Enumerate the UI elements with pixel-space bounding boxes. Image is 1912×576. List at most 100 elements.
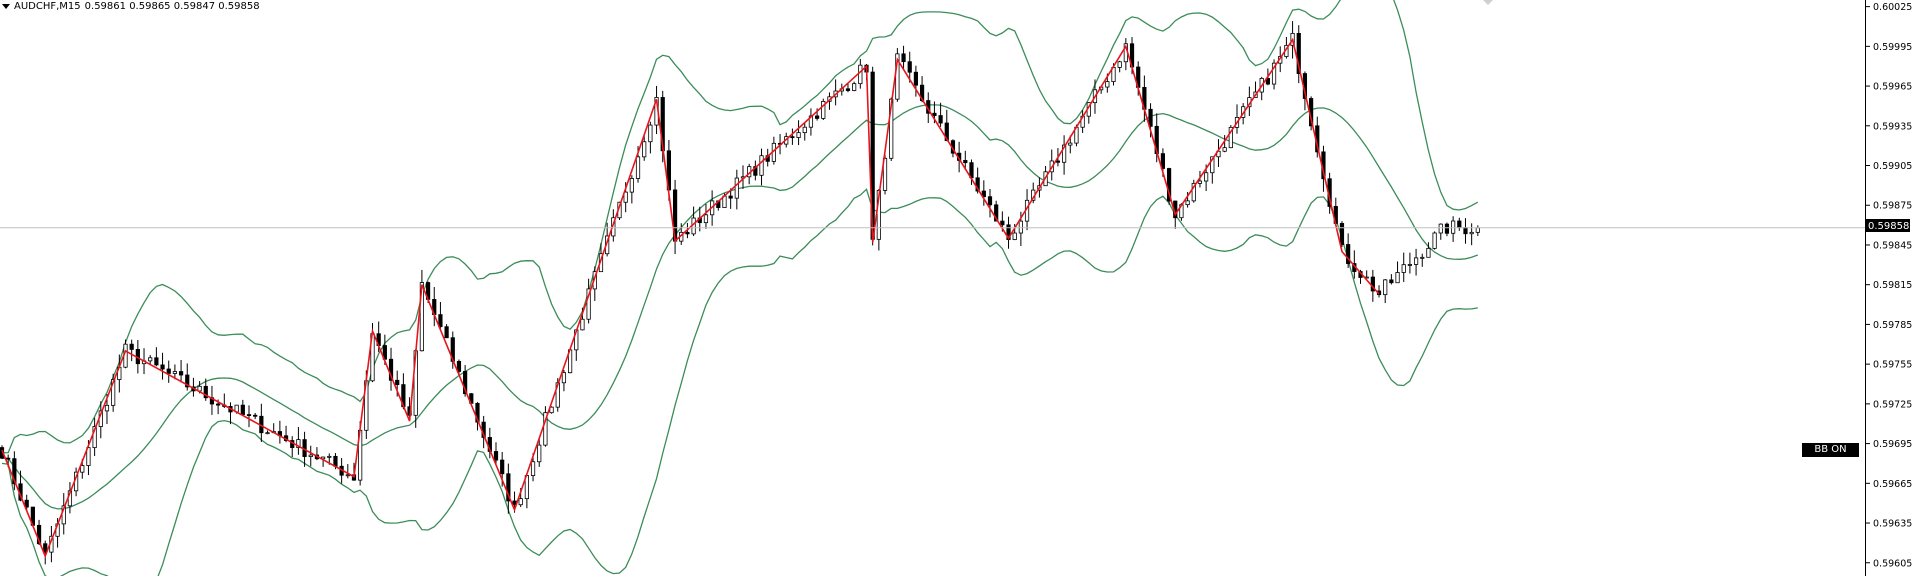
candle-body <box>1389 279 1394 284</box>
candle-body <box>308 454 313 457</box>
zigzag-line <box>1 37 1380 559</box>
candle-body <box>1105 81 1110 88</box>
candle-body <box>907 61 912 73</box>
price-tick-label: 0.59875 <box>1873 201 1912 212</box>
candle-body <box>1055 160 1061 163</box>
candle-body <box>987 196 993 206</box>
price-axis[interactable]: 0.60025 0.59995 0.59965 0.59935 0.59905 0.598… <box>1866 2 1912 569</box>
candle-body <box>1346 244 1351 264</box>
candle-body <box>160 364 165 370</box>
price-tick-label: 0.60025 <box>1873 2 1912 13</box>
candle-body <box>685 231 690 235</box>
candle-body <box>734 177 739 199</box>
price-tick-label: 0.59785 <box>1873 320 1912 331</box>
candle-body <box>1228 126 1233 149</box>
band-lower <box>1 188 1478 576</box>
candle-body <box>36 524 42 545</box>
candle-body <box>1062 144 1067 163</box>
candle-body <box>629 178 634 193</box>
price-tick-label: 0.59935 <box>1873 121 1912 132</box>
candle-body <box>296 439 301 448</box>
candle-body <box>623 191 628 203</box>
candle-body <box>246 414 252 416</box>
candle-body <box>1401 264 1406 273</box>
candle-body <box>1148 108 1153 127</box>
candle-body <box>1339 223 1345 245</box>
candle-body <box>963 160 968 164</box>
ohlc-values: 0.59861 0.59865 0.59847 0.59858 <box>84 1 260 12</box>
candle-body <box>333 455 338 467</box>
current-price-tag-label: 0.59858 <box>1868 221 1909 232</box>
candle-body <box>506 473 511 502</box>
symbol-label: AUDCHF,M15 <box>14 1 81 12</box>
candle-body <box>1185 200 1190 206</box>
candle-body <box>821 100 826 119</box>
candle-body <box>1469 231 1474 235</box>
candle-body <box>1271 62 1277 85</box>
candle-body <box>43 543 48 553</box>
candle-body <box>1413 257 1419 265</box>
candle-body <box>852 83 857 91</box>
candle-body <box>1000 220 1005 226</box>
candle-body <box>994 204 999 222</box>
candle-body <box>759 155 764 176</box>
candle-body <box>648 124 653 143</box>
bollinger-bands <box>1 0 1479 576</box>
candle-body <box>580 318 585 331</box>
price-tick-label: 0.59725 <box>1873 399 1912 410</box>
candle-body <box>475 402 480 423</box>
candle-body <box>728 195 733 199</box>
candle-body <box>185 374 190 388</box>
candle-body <box>1451 220 1456 234</box>
candle-body <box>845 88 851 91</box>
candle-body <box>642 141 647 158</box>
candle-body <box>444 326 449 339</box>
candle-body <box>1197 180 1203 184</box>
price-tick-label: 0.59965 <box>1873 82 1912 93</box>
candle-body <box>172 371 177 374</box>
candle-body <box>154 357 159 366</box>
candle-body <box>500 459 505 475</box>
candle-body <box>456 360 462 372</box>
candle-body <box>530 461 536 476</box>
candle-body <box>111 379 116 406</box>
candle-body <box>543 412 548 446</box>
candle-body <box>166 368 171 374</box>
candle-body <box>586 288 591 320</box>
dropdown-triangle-icon[interactable] <box>2 4 10 9</box>
candle-body <box>1068 142 1073 146</box>
candle-body <box>80 465 85 473</box>
candle-body <box>1117 61 1122 68</box>
candle-body <box>1191 182 1196 202</box>
candle-body <box>537 444 542 463</box>
candle-body <box>203 385 208 399</box>
current-price-tag-bg <box>1866 219 1910 232</box>
candle-body <box>790 136 795 139</box>
candle-body <box>1426 247 1431 258</box>
candle-body <box>1438 223 1443 234</box>
bb-status-badge: BB ON <box>1802 443 1859 457</box>
candle-body <box>635 156 641 179</box>
candle-body <box>944 122 949 142</box>
candle-body <box>493 451 499 461</box>
scroll-marker-icon[interactable] <box>1483 0 1493 5</box>
candle-body <box>882 157 888 191</box>
candle-body <box>1160 153 1165 169</box>
candle-body <box>253 414 258 417</box>
chart-header: AUDCHF,M15 0.59861 0.59865 0.59847 0.598… <box>2 1 260 12</box>
price-tick-label: 0.59995 <box>1873 42 1912 53</box>
price-tick-label: 0.59605 <box>1873 558 1912 569</box>
candle-body <box>796 132 801 138</box>
candle-body <box>1432 232 1437 249</box>
candle-body <box>129 343 134 350</box>
candle-body <box>1457 220 1462 229</box>
current-price-tag: 0.59858 <box>1866 219 1910 232</box>
candle-body <box>240 404 245 415</box>
candle-body <box>1296 32 1301 74</box>
price-tick-label: 0.59635 <box>1873 519 1912 530</box>
candle-body <box>1265 78 1270 85</box>
candle-body <box>932 112 937 116</box>
price-tick-label: 0.59755 <box>1873 360 1912 371</box>
band-upper <box>1 0 1479 454</box>
